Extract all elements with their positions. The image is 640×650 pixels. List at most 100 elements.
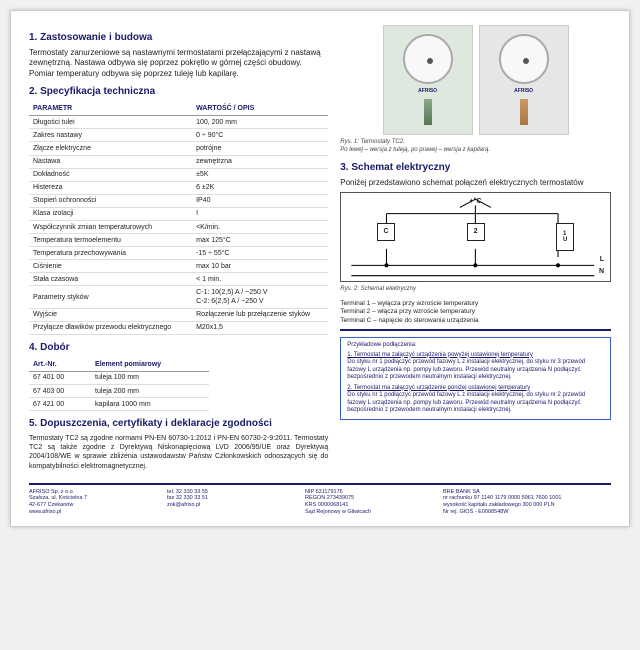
terminal-2: 2 — [467, 223, 485, 241]
spec-value: -15 ÷ 55°C — [192, 247, 328, 260]
dobor-header-art: Art.-Nr. — [29, 358, 91, 372]
example2-text: Do styku nr 1 podłączyć przewód fazowy L… — [347, 392, 604, 415]
example1-text: Do styku nr 1 podłączyć przewód fazowy L… — [347, 359, 604, 382]
spec-value: IP40 — [192, 194, 328, 207]
spec-param: Klasa izolacji — [29, 207, 192, 220]
spec-param: Parametry styków — [29, 286, 192, 308]
spec-value: I — [192, 207, 328, 220]
schematic-terminals: C 2 1 U — [341, 223, 610, 251]
spec-param: Temperatura przechowywania — [29, 247, 192, 260]
spec-value: M20x1,5 — [192, 321, 328, 334]
table-row: Stopień ochronnościIP40 — [29, 194, 328, 207]
spec-param: Stopień ochronności — [29, 194, 192, 207]
table-row: Zakres nastawy0 ÷ 90°C — [29, 129, 328, 142]
spec-param: Wyjście — [29, 308, 192, 321]
spec-value: Rozłączenie lub przełączenie styków — [192, 308, 328, 321]
table-row: Złącze elektrycznepotrójne — [29, 142, 328, 155]
example-title: Przykładowe podłączenia: — [347, 342, 604, 350]
terminal-legend: Terminal 1 – wyłącza przy wzroście tempe… — [340, 300, 611, 325]
example1-heading: 1. Termostat ma załączyć urządzenia powy… — [347, 352, 533, 358]
table-row: Ciśnieniemax 10 bar — [29, 260, 328, 273]
terminal1-text: Terminal 1 – wyłącza przy wzroście tempe… — [340, 300, 611, 308]
example-connections-box: Przykładowe podłączenia: 1. Termostat ma… — [340, 337, 611, 420]
stem-icon — [520, 99, 528, 125]
spec-param: Nastawa — [29, 155, 192, 168]
spec-param: Stała czasowa — [29, 273, 192, 286]
spec-value: max 125°C — [192, 234, 328, 247]
footer-col2: tel. 32 330 33 55 fax 32 330 33 51 zok@a… — [167, 489, 287, 517]
schematic-diagram: +°C C 2 1 U L N — [340, 192, 611, 282]
heading-4: 4. Dobór — [29, 341, 328, 354]
footer-col1: AFRISO Sp. z o.o. Szałsza, ul. Kościelna… — [29, 489, 149, 517]
table-row: Stała czasowa< 1 min. — [29, 273, 328, 286]
table-row: Histereza6 ±2K — [29, 181, 328, 194]
stem-icon — [424, 99, 432, 125]
table-row: Dokładność±5K — [29, 168, 328, 181]
table-row: Parametry stykówC-1: 10(2,5) A / ~250 V … — [29, 286, 328, 308]
dobor-art: 67 421 00 — [29, 398, 91, 411]
label-L: L — [600, 255, 604, 264]
spec-value: 0 ÷ 90°C — [192, 129, 328, 142]
dial-icon — [499, 34, 549, 84]
spec-value: zewnętrzna — [192, 155, 328, 168]
table-row: Nastawazewnętrzna — [29, 155, 328, 168]
figure1-caption: Rys. 1: Termostaty TC2. Po lewej – wersj… — [340, 139, 611, 155]
dobor-art: 67 403 00 — [29, 385, 91, 398]
table-row: Klasa izolacjiI — [29, 207, 328, 220]
table-row: 67 403 00tuleja 200 mm — [29, 385, 209, 398]
spec-header-param: PARAMETR — [29, 102, 192, 116]
top-columns: 1. Zastosowanie i budowa Termostaty zanu… — [29, 25, 611, 475]
heading-3: 3. Schemat elektryczny — [340, 161, 611, 174]
heading-5: 5. Dopuszczenia, certyfikaty i deklaracj… — [29, 417, 328, 430]
heading-1: 1. Zastosowanie i budowa — [29, 31, 328, 44]
dobor-elem: tuleja 100 mm — [91, 371, 209, 384]
spec-param: Przyłącze dławików przewodu elektryczneg… — [29, 321, 192, 334]
table-row: 67 401 00tuleja 100 mm — [29, 371, 209, 384]
dobor-art: 67 401 00 — [29, 371, 91, 384]
spec-value: max 10 bar — [192, 260, 328, 273]
spec-header-value: WARTOŚĆ / OPIS — [192, 102, 328, 116]
label-N: N — [599, 267, 604, 276]
spec-param: Ciśnienie — [29, 260, 192, 273]
figure2-caption: Rys. 2: Schemat elektryczny — [340, 286, 611, 294]
table-row: WyjścieRozłączenie lub przełączenie styk… — [29, 308, 328, 321]
dobor-elem: kapilara 1000 mm — [91, 398, 209, 411]
spec-value: potrójne — [192, 142, 328, 155]
terminalC-text: Terminal C – napięcie do sterowania urzą… — [340, 317, 611, 325]
spec-value: ±5K — [192, 168, 328, 181]
intro-text: Termostaty zanurzeniowe są nastawnymi te… — [29, 48, 328, 79]
dobor-elem: tuleja 200 mm — [91, 385, 209, 398]
table-row: Długości tulei100, 200 mm — [29, 116, 328, 129]
table-row: Współczynnik zmian temperaturowych<K/min… — [29, 221, 328, 234]
dial-icon — [403, 34, 453, 84]
device-right-image: AFRISO — [479, 25, 569, 135]
table-row: Przyłącze dławików przewodu elektryczneg… — [29, 321, 328, 334]
terminal-c: C — [377, 223, 395, 241]
spec-param: Złącze elektryczne — [29, 142, 192, 155]
spec-table: PARAMETR WARTOŚĆ / OPIS Długości tulei10… — [29, 102, 328, 335]
spec-param: Współczynnik zmian temperaturowych — [29, 221, 192, 234]
cert-text: Termostaty TC2 są zgodne normami PN-EN 6… — [29, 434, 328, 470]
spec-param: Temperatura termoelementu — [29, 234, 192, 247]
spec-param: Dokładność — [29, 168, 192, 181]
separator — [340, 329, 611, 331]
right-column: AFRISO AFRISO Rys. 1: Termostaty TC2. Po… — [340, 25, 611, 475]
footer: AFRISO Sp. z o.o. Szałsza, ul. Kościelna… — [29, 483, 611, 517]
spec-value: <K/min. — [192, 221, 328, 234]
footer-col3: NIP 631179176 REGON 273439075 KRS 000006… — [305, 489, 425, 517]
footer-col4: BRE BANK SA nr rachunku 97 1140 1179 000… — [443, 489, 611, 517]
spec-param: Długości tulei — [29, 116, 192, 129]
left-column: 1. Zastosowanie i budowa Termostaty zanu… — [29, 25, 328, 475]
spec-value: 100, 200 mm — [192, 116, 328, 129]
dobor-header-elem: Element pomiarowy — [91, 358, 209, 372]
spec-param: Zakres nastawy — [29, 129, 192, 142]
terminal2-text: Terminal 2 – włącza przy wzroście temper… — [340, 308, 611, 316]
spec-value: < 1 min. — [192, 273, 328, 286]
table-row: Temperatura termoelementumax 125°C — [29, 234, 328, 247]
datasheet-page: 1. Zastosowanie i budowa Termostaty zanu… — [10, 10, 630, 527]
dobor-table: Art.-Nr. Element pomiarowy 67 401 00tule… — [29, 358, 209, 411]
example2-heading: 2. Termostat ma załączyć urządzenie poni… — [347, 385, 530, 391]
brand-label: AFRISO — [418, 88, 437, 95]
product-images: AFRISO AFRISO — [340, 25, 611, 135]
schematic-intro: Poniżej przedstawiono schemat połączeń e… — [340, 178, 611, 188]
